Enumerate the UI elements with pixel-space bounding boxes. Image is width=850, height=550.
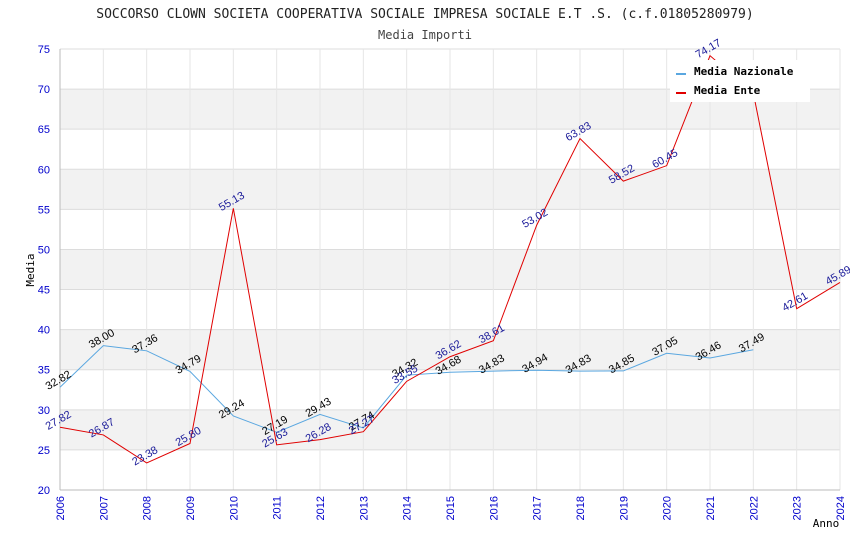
y-tick-label: 45 xyxy=(38,285,50,297)
x-tick-label: 2014 xyxy=(402,496,414,520)
x-tick-label: 2015 xyxy=(445,496,457,520)
legend: Media Nazionale Media Ente xyxy=(670,60,810,102)
legend-box xyxy=(670,60,810,102)
x-tick-label: 2021 xyxy=(705,496,717,520)
y-tick-label: 60 xyxy=(38,164,50,176)
x-tick-label: 2011 xyxy=(272,496,284,520)
y-tick-label: 25 xyxy=(38,445,50,457)
x-tick-label: 2007 xyxy=(98,496,110,520)
y-tick-label: 40 xyxy=(38,325,50,337)
x-tick-label: 2023 xyxy=(792,496,804,520)
x-tick-label: 2022 xyxy=(748,496,760,520)
gridlines xyxy=(59,48,841,491)
y-tick-label: 65 xyxy=(38,124,50,136)
y-tick-label: 20 xyxy=(38,485,50,497)
x-tick-label: 2017 xyxy=(532,496,544,520)
y-tick-labels: 20 25 30 35 40 45 50 55 60 65 70 75 xyxy=(38,44,50,497)
y-tick-label: 55 xyxy=(38,204,50,216)
x-tick-labels: 2006 2007 2008 2009 2010 2011 2012 2013 2014 2015… xyxy=(55,496,847,520)
x-tick-label: 2010 xyxy=(228,496,240,520)
x-tick-label: 2018 xyxy=(575,496,587,520)
x-tick-label: 2016 xyxy=(488,496,500,520)
x-tick-label: 2008 xyxy=(142,496,154,520)
x-tick-label: 2009 xyxy=(185,496,197,520)
series-lines xyxy=(59,54,841,464)
data-label-ente: 42.61 xyxy=(780,290,810,314)
y-tick-label: 35 xyxy=(38,365,50,377)
data-label-ente: 74.17 xyxy=(694,37,724,61)
y-tick-label: 50 xyxy=(38,244,50,256)
x-axis-label: Anno xyxy=(813,517,840,530)
x-tick-label: 2013 xyxy=(358,496,370,520)
x-tick-label: 2024 xyxy=(835,496,847,520)
series-line-media-ente xyxy=(59,54,841,464)
legend-label-ente: Media Ente xyxy=(694,84,761,97)
x-tick-label: 2006 xyxy=(55,496,67,520)
chart-title: SOCCORSO CLOWN SOCIETA COOPERATIVA SOCIA… xyxy=(96,7,753,22)
data-label-ente: 53.02 xyxy=(520,207,550,231)
x-tick-label: 2020 xyxy=(662,496,674,520)
series-line-media-nazionale xyxy=(59,345,754,433)
y-tick-label: 30 xyxy=(38,405,50,417)
y-axis-label: Media xyxy=(24,253,37,286)
legend-label-nazionale: Media Nazionale xyxy=(694,65,794,78)
y-tick-label: 70 xyxy=(38,84,50,96)
data-label-ente: 60.45 xyxy=(650,147,680,171)
chart-subtitle: Media Importi xyxy=(378,28,472,42)
y-tick-label: 75 xyxy=(38,44,50,56)
x-tick-label: 2019 xyxy=(618,496,630,520)
x-tick-label: 2012 xyxy=(315,496,327,520)
